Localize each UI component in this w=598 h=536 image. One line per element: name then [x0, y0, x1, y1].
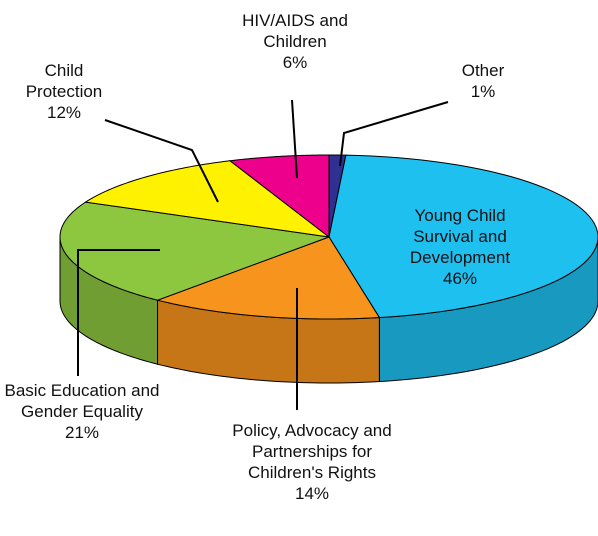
value-label: 21%: [64, 423, 100, 442]
value-label: 12%: [46, 103, 82, 122]
slice-label: Other 1%: [443, 60, 523, 102]
slice-label: Basic Education and Gender Equality 21%: [5, 380, 160, 443]
value-label: 14%: [294, 484, 330, 503]
pie-slice: [155, 236, 381, 320]
leader-line: [77, 249, 160, 376]
value-label: 1%: [470, 82, 496, 101]
category-name: HIV/AIDS and Children: [242, 11, 348, 51]
leader-line: [339, 101, 449, 167]
pie-slice: [84, 160, 331, 238]
category-name: Basic Education and Gender Equality: [4, 381, 160, 421]
pie-slice: [228, 154, 330, 239]
value-label: 6%: [282, 53, 308, 72]
category-name: Policy, Advocacy and Partnerships for Ch…: [232, 421, 392, 482]
pie-slice: [328, 154, 598, 319]
leader-line: [291, 99, 298, 179]
value-label: 46%: [442, 269, 478, 288]
slice-label: Policy, Advocacy and Partnerships for Ch…: [232, 420, 392, 504]
slice-label: Young Child Survival and Development 46%: [393, 205, 528, 289]
pie-slice: [59, 201, 330, 301]
slice-label: HIV/AIDS and Children 6%: [230, 10, 360, 73]
leader-line: [104, 119, 219, 203]
slice-label: Child Protection 12%: [17, 60, 112, 123]
category-name: Other: [461, 61, 505, 80]
category-name: Child Protection: [25, 61, 103, 101]
category-name: Young Child Survival and Development: [409, 206, 511, 267]
